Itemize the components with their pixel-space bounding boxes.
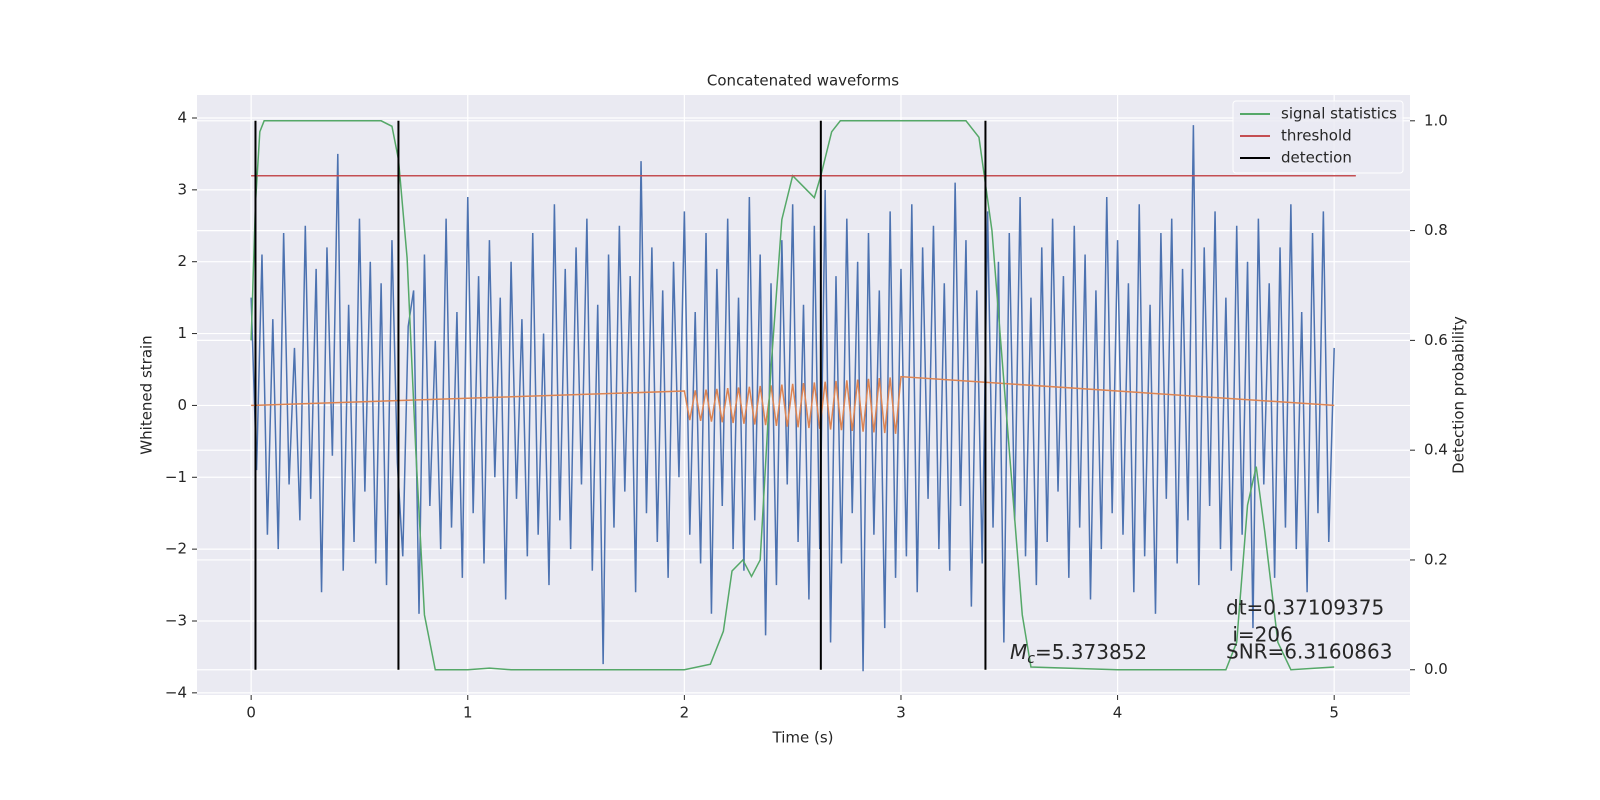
annotation: i=206 — [1226, 623, 1293, 647]
annotation: Mc=5.373852 — [1010, 640, 1147, 668]
x-tick-label: 4 — [1113, 704, 1123, 722]
x-tick-label: 2 — [680, 704, 690, 722]
y2-tick-label: 0.8 — [1424, 221, 1448, 239]
series-line — [250, 125, 1335, 672]
y2-axis-label: Detection probability — [1450, 316, 1468, 474]
legend: signal statistics threshold detection — [1232, 100, 1404, 174]
annotation-subscript: c — [1027, 651, 1035, 667]
series-line — [250, 120, 1335, 671]
y2-tick-label: 0.0 — [1424, 660, 1448, 678]
y-tick-label: 3 — [177, 180, 187, 198]
y-tick-label: 4 — [177, 108, 187, 126]
y-tick-label: 1 — [177, 324, 187, 342]
annotation-symbol: M — [1010, 640, 1027, 664]
y-tick-label: 2 — [177, 252, 187, 270]
y-axis-label: Whitened strain — [138, 335, 156, 454]
y-tick-label: −1 — [165, 468, 187, 486]
y-tick-label: −4 — [165, 683, 187, 701]
legend-label: signal statistics — [1281, 105, 1397, 123]
annotation: dt=0.37109375 — [1226, 596, 1384, 620]
x-tick-label: 0 — [246, 704, 256, 722]
y-tick-label: 0 — [177, 396, 187, 414]
x-axis-label: Time (s) — [772, 729, 834, 747]
x-tick-label: 5 — [1329, 704, 1339, 722]
series-line — [251, 375, 1335, 434]
x-tick-label: 3 — [896, 704, 906, 722]
y-tick-label: −3 — [165, 611, 187, 629]
legend-label: detection — [1281, 149, 1352, 167]
chart-title: Concatenated waveforms — [707, 72, 899, 90]
y2-tick-label: 0.4 — [1424, 441, 1448, 459]
y2-tick-label: 1.0 — [1424, 111, 1448, 129]
x-tick-label: 1 — [463, 704, 473, 722]
plot-marks — [250, 120, 1356, 672]
annotation-text: =5.373852 — [1035, 640, 1147, 664]
y2-tick-label: 0.2 — [1424, 550, 1448, 568]
legend-box — [1232, 100, 1404, 174]
y-tick-label: −2 — [165, 540, 187, 558]
annotation: SNR=6.3160863 — [1226, 640, 1392, 664]
legend-label: threshold — [1281, 127, 1352, 145]
y2-tick-label: 0.6 — [1424, 331, 1448, 349]
